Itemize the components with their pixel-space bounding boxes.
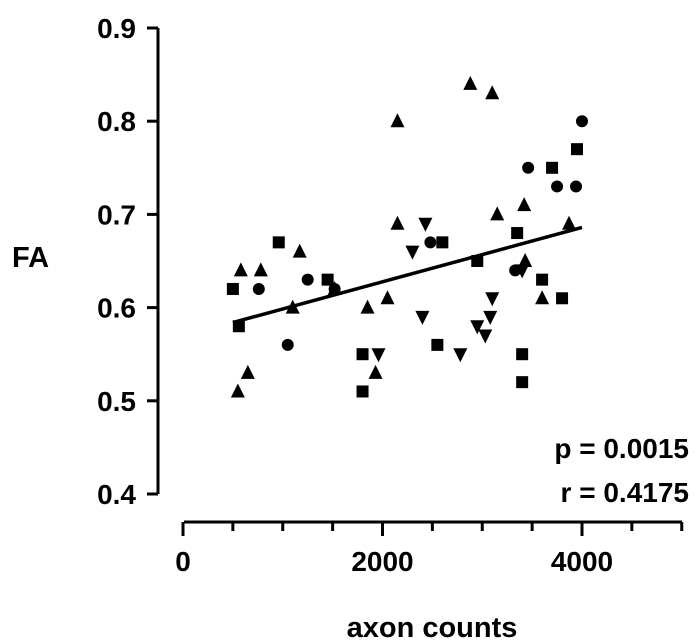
x-tick-label: 0 <box>175 546 191 577</box>
r-value-annotation: r = 0.4175 <box>561 477 689 508</box>
data-point-triangle <box>292 243 307 258</box>
y-tick-label: 0.4 <box>97 479 136 510</box>
data-point-triangle <box>360 299 375 314</box>
data-point-triangle <box>240 364 255 379</box>
data-point-triangle <box>490 206 505 221</box>
y-tick-label: 0.9 <box>97 13 136 44</box>
data-point-triangle <box>485 85 500 100</box>
data-point-triangle <box>518 253 533 267</box>
data-point-triangle-down <box>485 292 500 307</box>
data-point-square <box>556 292 569 305</box>
data-point-circle <box>252 282 265 295</box>
data-point-circle <box>509 264 522 277</box>
data-point-square <box>516 348 529 361</box>
data-point-square <box>272 236 285 249</box>
data-point-triangle <box>233 262 248 277</box>
data-point-triangle <box>562 215 577 230</box>
data-point-circle <box>301 273 314 286</box>
data-point-triangle <box>535 290 550 305</box>
data-point-triangle-down <box>478 329 493 344</box>
data-point-square <box>436 236 449 249</box>
data-point-triangle-down <box>415 310 430 325</box>
data-point-square <box>431 338 444 351</box>
data-point-square <box>571 143 584 156</box>
data-point-square <box>511 227 524 240</box>
y-axis-label: FA <box>12 242 49 274</box>
y-tick-label: 0.8 <box>97 106 136 137</box>
data-point-triangle <box>368 364 383 379</box>
data-point-square <box>356 385 369 398</box>
data-point-circle <box>551 180 564 193</box>
p-value-annotation: p = 0.0015 <box>554 433 689 464</box>
x-ticks: 0 2000 4000 <box>175 522 684 577</box>
data-point-square <box>226 282 239 295</box>
data-point-square <box>356 348 369 361</box>
data-points <box>226 75 588 398</box>
data-point-triangle <box>390 113 405 128</box>
data-point-circle <box>522 161 535 174</box>
data-point-triangle <box>463 75 478 90</box>
data-point-triangle <box>517 197 532 212</box>
y-ticks: 0.4 0.5 0.6 0.7 0.8 0.9 <box>97 13 158 510</box>
data-point-triangle-down <box>418 217 433 232</box>
data-point-triangle-down <box>470 320 485 335</box>
regression-line <box>232 225 583 325</box>
x-tick-label: 2000 <box>351 546 413 577</box>
data-point-triangle-down <box>483 310 498 325</box>
data-point-circle <box>570 180 583 193</box>
data-point-circle <box>424 236 437 249</box>
data-point-circle <box>281 338 294 351</box>
y-tick-label: 0.6 <box>97 293 136 324</box>
data-point-triangle-down <box>371 348 386 363</box>
data-point-triangle-down <box>453 348 468 363</box>
x-axis-label: axon counts <box>347 612 518 643</box>
data-point-square <box>516 376 529 389</box>
data-point-square <box>536 273 549 286</box>
data-point-circle <box>328 282 341 295</box>
x-tick-label: 4000 <box>551 546 613 577</box>
y-tick-label: 0.7 <box>97 199 136 230</box>
data-point-square <box>546 161 559 174</box>
data-point-triangle <box>253 262 268 277</box>
y-tick-label: 0.5 <box>97 386 136 417</box>
data-point-square <box>321 273 334 286</box>
data-point-triangle <box>380 290 395 305</box>
data-point-triangle <box>230 383 245 398</box>
data-point-triangle-down <box>405 245 420 260</box>
data-point-triangle <box>390 215 405 230</box>
data-point-circle <box>576 115 588 128</box>
